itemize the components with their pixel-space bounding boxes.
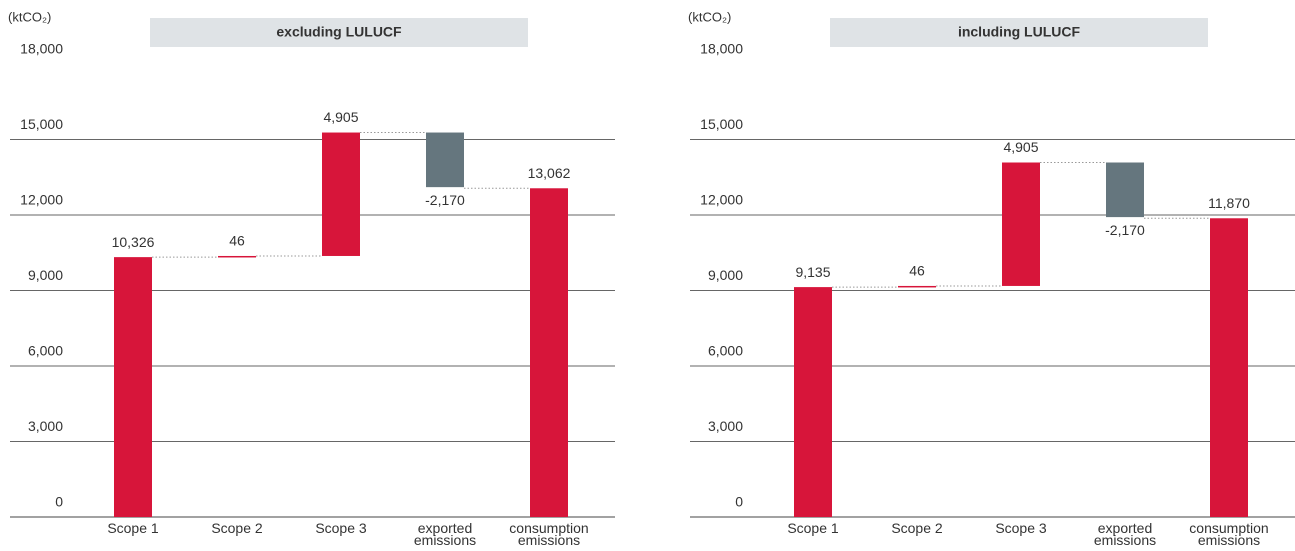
bar	[898, 285, 936, 288]
value-label: 46	[909, 263, 925, 279]
y-tick-label: 12,000	[20, 192, 63, 208]
y-tick-label: 15,000	[20, 116, 63, 132]
value-label: -2,170	[1105, 222, 1145, 238]
bar	[1106, 162, 1144, 218]
y-axis-label: (ktCO₂)	[688, 9, 731, 24]
value-label: 9,135	[795, 264, 830, 280]
y-tick-label: 0	[735, 494, 743, 510]
value-label: 4,905	[323, 109, 358, 125]
value-label: 46	[229, 233, 245, 249]
x-tick-label: Scope 1	[787, 520, 839, 536]
bar	[322, 132, 360, 256]
x-tick-label: consumption emissions	[509, 520, 589, 548]
bar	[1002, 162, 1040, 286]
y-axis-label: (ktCO₂)	[8, 9, 51, 24]
chart-title: including LULUCF	[958, 24, 1081, 40]
bar	[794, 287, 832, 517]
y-tick-label: 3,000	[28, 418, 63, 434]
x-tick-label: Scope 3	[315, 520, 367, 536]
y-tick-label: 18,000	[700, 41, 743, 57]
y-tick-label: 9,000	[28, 267, 63, 283]
bar	[218, 255, 256, 258]
bar	[426, 132, 464, 188]
bar	[1210, 218, 1248, 517]
value-label: 4,905	[1003, 139, 1038, 155]
y-tick-label: 12,000	[700, 192, 743, 208]
y-tick-label: 6,000	[28, 343, 63, 359]
title-box	[830, 18, 1208, 47]
x-tick-label: Scope 3	[995, 520, 1047, 536]
bar	[114, 257, 152, 517]
y-tick-label: 18,000	[20, 41, 63, 57]
x-tick-label: Scope 2	[891, 520, 943, 536]
x-tick-label: Scope 1	[107, 520, 159, 536]
value-label: 11,870	[1208, 195, 1250, 211]
y-tick-label: 6,000	[708, 343, 743, 359]
value-label: 13,062	[528, 165, 571, 181]
y-tick-label: 0	[55, 494, 63, 510]
x-tick-label: exported emissions	[413, 520, 477, 548]
bar	[530, 188, 568, 517]
title-box	[150, 18, 528, 47]
x-tick-label: consumption emissions	[1189, 520, 1269, 548]
chart-title: excluding LULUCF	[276, 24, 402, 40]
value-label: 10,326	[112, 234, 155, 250]
x-tick-label: exported emissions	[1093, 520, 1157, 548]
y-tick-label: 9,000	[708, 267, 743, 283]
value-label: -2,170	[425, 192, 465, 208]
x-tick-label: Scope 2	[211, 520, 263, 536]
y-tick-label: 15,000	[700, 116, 743, 132]
y-tick-label: 3,000	[708, 418, 743, 434]
